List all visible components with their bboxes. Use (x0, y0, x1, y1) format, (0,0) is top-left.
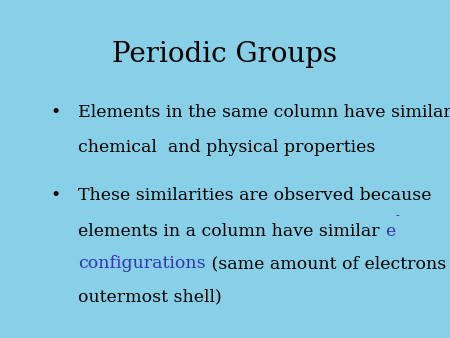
Text: outermost shell): outermost shell) (78, 288, 222, 305)
Text: •: • (51, 187, 61, 204)
Text: These similarities are observed because: These similarities are observed because (78, 187, 432, 204)
Text: chemical  and physical properties: chemical and physical properties (78, 139, 376, 156)
Text: configurations: configurations (78, 255, 206, 272)
Text: Elements in the same column have similar: Elements in the same column have similar (78, 103, 450, 121)
Text: Periodic Groups: Periodic Groups (112, 41, 338, 68)
Text: e: e (386, 222, 396, 240)
Text: -: - (396, 211, 400, 221)
Text: elements in a column have similar: elements in a column have similar (78, 222, 386, 240)
Text: (same amount of electrons in: (same amount of electrons in (206, 255, 450, 272)
Text: •: • (51, 103, 61, 121)
